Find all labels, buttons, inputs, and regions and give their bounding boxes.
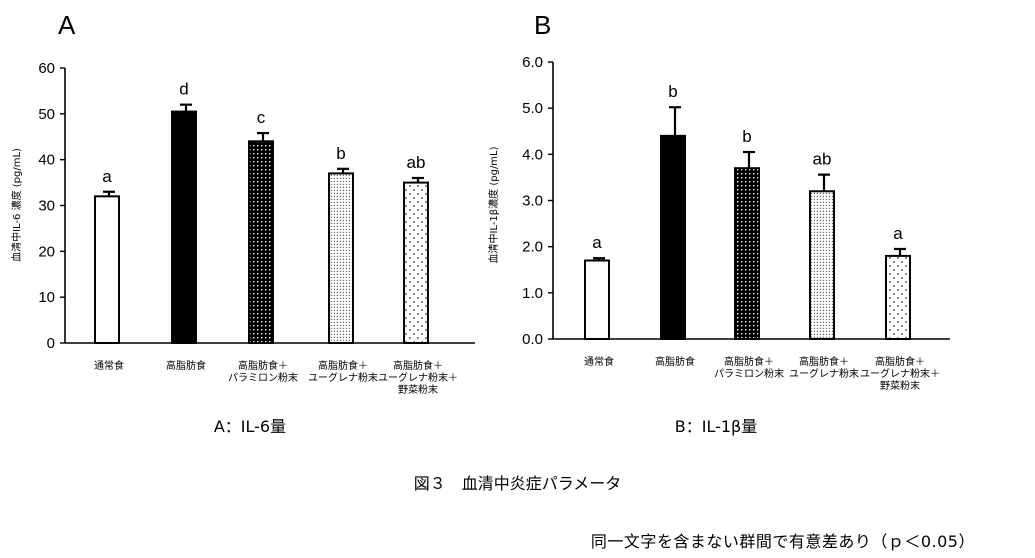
x-tick-label: パラミロン粉末 — [228, 371, 298, 384]
significance-footnote: 同一文字を含まない群間で有意差あり（ｐ＜0.05） — [590, 532, 975, 551]
x-tick-label: 高脂肪食＋ — [318, 359, 368, 372]
y-tick-label: 30 — [38, 198, 55, 215]
significance-letter: b — [668, 82, 677, 101]
panel-subtitle: A：IL-6量 — [214, 417, 286, 436]
y-tick-label: 3.0 — [522, 193, 543, 210]
significance-letter: a — [102, 167, 112, 186]
x-tick-label: ユーグレナ粉末＋ — [860, 367, 940, 380]
bar — [660, 134, 686, 340]
x-tick-label: 高脂肪食＋ — [393, 359, 443, 372]
significance-letter: d — [179, 80, 188, 99]
bar — [584, 259, 610, 340]
x-tick-label: ユーグレナ粉末 — [308, 371, 378, 384]
significance-letter: ab — [813, 150, 832, 169]
y-tick-label: 0 — [47, 335, 55, 352]
significance-letter: c — [257, 108, 266, 127]
x-tick-label: ユーグレナ粉末＋ — [378, 371, 458, 384]
y-tick-label: 10 — [38, 289, 55, 306]
significance-letter: ab — [407, 153, 426, 172]
panel-subtitle: B：IL-1β量 — [675, 417, 758, 436]
y-tick-label: 60 — [38, 60, 55, 77]
figure-caption: 図３ 血清中炎症パラメータ — [413, 474, 622, 493]
bar — [328, 172, 354, 344]
y-tick-label: 6.0 — [522, 54, 543, 71]
y-tick-label: 4.0 — [522, 146, 543, 163]
panel-b: B 0.0 1.0 2.0 3.0 4.0 5.0 6.0 血清中IL-1β濃度 (pg/mL)… — [487, 10, 950, 436]
y-axis-label: 血清中IL-1β濃度 (pg/mL) — [487, 146, 500, 263]
bar — [171, 110, 197, 344]
bar — [248, 140, 274, 344]
x-tick-label: 通常食 — [584, 355, 614, 368]
y-tick-label: 1.0 — [522, 285, 543, 302]
x-tick-label: 野菜粉末 — [880, 379, 920, 392]
y-tick-label: 50 — [38, 106, 55, 123]
y-tick-label: 20 — [38, 243, 55, 260]
x-tick-label: 高脂肪食 — [655, 355, 695, 368]
x-tick-label: 高脂肪食＋ — [875, 355, 925, 368]
bar — [94, 195, 120, 344]
bar — [809, 190, 835, 340]
x-tick-label: パラミロン粉末 — [714, 367, 784, 380]
panel-a: A 0 10 20 30 40 50 60 血清中IL-6 濃度 (pg/mL) a 通常食 d 高脂肪… — [10, 10, 475, 436]
x-tick-label: 野菜粉末 — [398, 383, 438, 396]
x-tick-label: 高脂肪食＋ — [724, 355, 774, 368]
significance-letter: b — [336, 144, 345, 163]
panel-label: A — [58, 10, 76, 40]
significance-letter: a — [893, 224, 903, 243]
y-tick-label: 5.0 — [522, 100, 543, 117]
x-tick-label: 高脂肪食 — [166, 359, 206, 372]
y-tick-label: 2.0 — [522, 239, 543, 256]
x-tick-label: 高脂肪食＋ — [238, 359, 288, 372]
x-tick-label: 高脂肪食＋ — [799, 355, 849, 368]
bar — [885, 254, 911, 340]
x-tick-label: ユーグレナ粉末 — [789, 367, 859, 380]
panel-label: B — [534, 10, 551, 40]
bar — [734, 167, 760, 340]
x-tick-label: 通常食 — [94, 359, 124, 372]
y-tick-label: 40 — [38, 152, 55, 169]
y-axis-label: 血清中IL-6 濃度 (pg/mL) — [10, 148, 23, 262]
y-tick-label: 0.0 — [522, 331, 543, 348]
significance-letter: a — [592, 233, 602, 252]
significance-letter: b — [742, 127, 751, 146]
bar — [403, 181, 429, 344]
